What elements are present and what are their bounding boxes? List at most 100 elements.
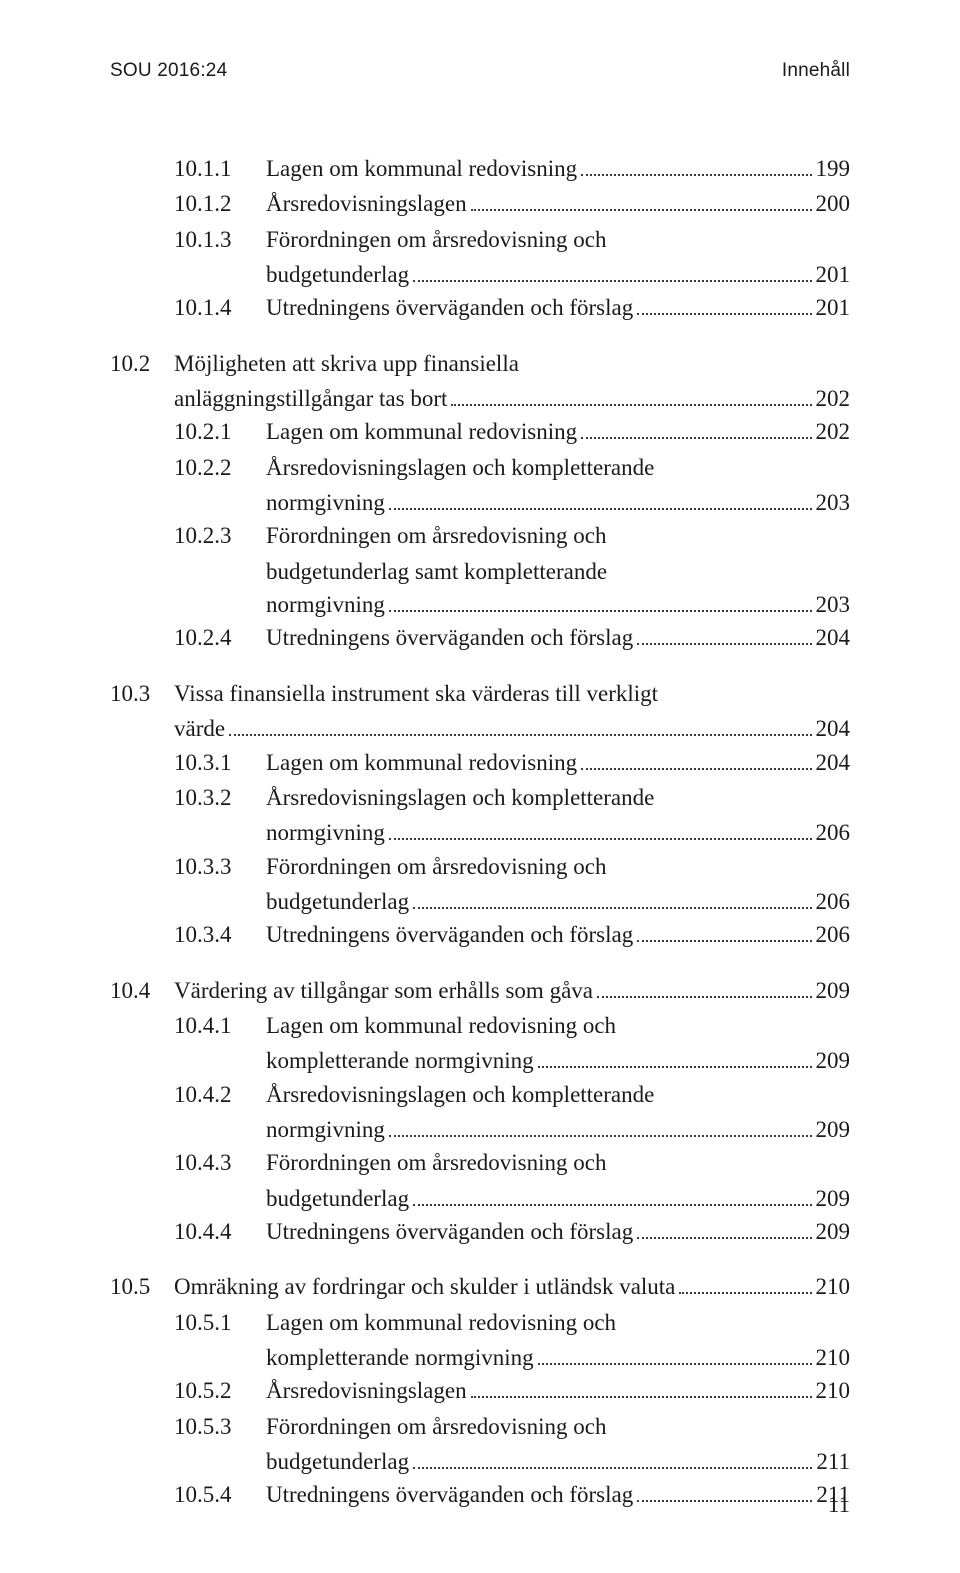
toc-number: 10.3.1 [174,746,266,779]
toc-label: budgetunderlag [266,1182,409,1215]
toc-leader [597,975,812,998]
toc-row: 10.2.3Förordningen om årsredovisning och [174,519,850,552]
toc-entry: 10.3.1Lagen om kommunal redovisning204 [174,746,850,779]
toc-label-wrap: Lagen om kommunal redovisning199 [266,152,850,185]
toc-label: Vissa finansiella instrument ska värdera… [174,677,658,710]
toc-label: Förordningen om årsredovisning och [266,850,606,883]
toc-number: 10.4.3 [174,1146,266,1179]
toc-number: 10.5.2 [174,1374,266,1407]
toc-label: Utredningens överväganden och förslag [266,621,633,654]
toc-leader [637,1216,811,1239]
toc-leader [637,623,811,646]
toc-page: 204 [816,621,851,654]
toc-number: 10.2.3 [174,519,266,552]
toc-label: Förordningen om årsredovisning och [266,1146,606,1179]
toc-number: 10.3 [110,677,174,710]
toc-label: Omräkning av fordringar och skulder i ut… [174,1270,675,1303]
header-right: Innehåll [782,60,850,82]
toc-label: budgetunderlag samt kompletterande [266,555,607,588]
toc-entry: 10.5.3Förordningen om årsredovisning och… [174,1410,850,1479]
toc-row-continuation: budgetunderlag209 [174,1182,850,1215]
toc-page: 209 [816,1113,851,1146]
toc-entry: 10.2.3Förordningen om årsredovisning och… [174,519,850,621]
toc-row: 10.5.3Förordningen om årsredovisning och [174,1410,850,1443]
toc-number: 10.2.2 [174,451,266,484]
toc-label-wrap: Förordningen om årsredovisning och [266,223,850,256]
toc-row: 10.4.3Förordningen om årsredovisning och [174,1146,850,1179]
toc-leader [389,589,812,612]
toc-leader [389,1114,812,1137]
toc-number: 10.1.1 [174,152,266,185]
toc-page: 204 [816,746,851,779]
toc-label-wrap: Omräkning av fordringar och skulder i ut… [174,1270,850,1303]
toc-leader [413,259,811,282]
toc-leader [413,1446,812,1469]
toc-leader [637,1480,812,1503]
toc-label: Utredningens överväganden och förslag [266,918,633,951]
toc-page: 204 [816,712,851,745]
toc-number: 10.4.1 [174,1009,266,1042]
toc-leader [389,818,812,841]
header-left: SOU 2016:24 [110,60,227,82]
toc-entry: 10.2Möjligheten att skriva upp finansiel… [110,347,850,416]
toc-label-wrap: Förordningen om årsredovisning och [266,519,850,552]
toc-label-wrap: Värdering av tillgångar som erhålls som … [174,974,850,1007]
page-header: SOU 2016:24 Innehåll [110,60,850,82]
toc-label-wrap: Möjligheten att skriva upp finansiella [174,347,850,380]
toc-leader [581,417,811,440]
toc-label: normgivning [266,1113,385,1146]
toc-label: anläggningstillgångar tas bort [174,382,447,415]
toc-label-wrap: Årsredovisningslagen och kompletterande [266,451,850,484]
toc-page: 202 [816,415,851,448]
toc-label: Lagen om kommunal redovisning [266,152,577,185]
toc-label-wrap: Årsredovisningslagen och kompletterande [266,1078,850,1111]
toc-label-wrap: Utredningens överväganden och förslag206 [266,918,850,951]
toc-label-wrap: Förordningen om årsredovisning och [266,1146,850,1179]
toc-label: Möjligheten att skriva upp finansiella [174,347,519,380]
toc-entry: 10.1.4Utredningens överväganden och förs… [174,291,850,324]
toc-number: 10.2.1 [174,415,266,448]
toc-page: 211 [816,1445,850,1478]
toc-section: 10.5Omräkning av fordringar och skulder … [110,1270,850,1511]
toc-label: Årsredovisningslagen och kompletterande [266,1078,654,1111]
toc-leader [679,1272,811,1295]
toc-label: Värdering av tillgångar som erhålls som … [174,974,593,1007]
toc-row-continuation: normgivning 209 [174,1113,850,1146]
toc-row: 10.2.4Utredningens överväganden och förs… [174,621,850,654]
toc-entry: 10.5.1Lagen om kommunal redovisning ochk… [174,1306,850,1375]
toc-page: 201 [816,258,851,291]
toc-row: 10.1.1Lagen om kommunal redovisning199 [174,152,850,185]
toc-number: 10.1.2 [174,187,266,220]
toc-entry: 10.3.4Utredningens överväganden och förs… [174,918,850,951]
toc-number: 10.5.1 [174,1306,266,1339]
toc-entry: 10.2.4Utredningens överväganden och förs… [174,621,850,654]
toc-label: Förordningen om årsredovisning och [266,519,606,552]
toc-entry: 10.3.2Årsredovisningslagen och komplette… [174,781,850,850]
toc-label: budgetunderlag [266,1445,409,1478]
toc-number: 10.4.2 [174,1078,266,1111]
toc-number: 10.2.4 [174,621,266,654]
toc-label: Utredningens överväganden och förslag [266,1215,633,1248]
toc-row-continuation: normgivning203 [174,588,850,621]
toc-leader [471,189,812,212]
toc-number: 10.5.3 [174,1410,266,1443]
toc-label-wrap: Utredningens överväganden och förslag209 [266,1215,850,1248]
toc-label: Årsredovisningslagen [266,187,467,220]
toc-row: 10.1.2Årsredovisningslagen 200 [174,187,850,220]
toc-row: 10.2.2Årsredovisningslagen och komplette… [174,451,850,484]
toc-row-continuation: värde 204 [110,712,850,745]
toc-number: 10.3.4 [174,918,266,951]
toc-row: 10.5.2Årsredovisningslagen210 [174,1374,850,1407]
toc-label: budgetunderlag [266,258,409,291]
toc-page: 200 [816,187,851,220]
table-of-contents: 10.1.1Lagen om kommunal redovisning19910… [110,152,850,1512]
toc-page: 206 [816,816,851,849]
toc-leader [581,153,811,176]
toc-row-continuation: kompletterande normgivning209 [174,1044,850,1077]
toc-label: värde [174,712,225,745]
toc-row: 10.4.1Lagen om kommunal redovisning och [174,1009,850,1042]
toc-row: 10.4.2Årsredovisningslagen och komplette… [174,1078,850,1111]
toc-label-wrap: Lagen om kommunal redovisning och [266,1306,850,1339]
toc-entry: 10.2.1Lagen om kommunal redovisning202 [174,415,850,448]
toc-row: 10.3.1Lagen om kommunal redovisning204 [174,746,850,779]
